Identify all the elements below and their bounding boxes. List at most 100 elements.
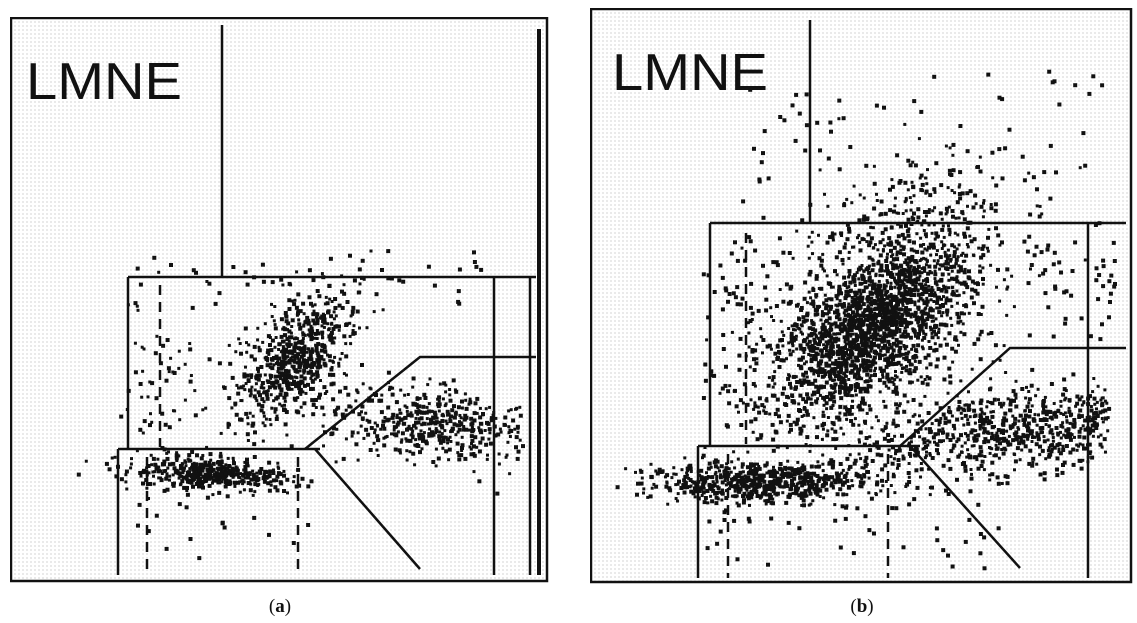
scatter-point — [813, 378, 818, 383]
scatter-point — [713, 491, 718, 496]
scatter-point — [868, 363, 872, 368]
scatter-point — [1082, 446, 1086, 451]
scatter-point — [746, 496, 751, 501]
scatter-point — [877, 337, 881, 341]
scatter-point — [718, 475, 723, 480]
scatter-point — [759, 479, 763, 483]
scatter-point — [234, 412, 239, 417]
scatter-point — [758, 482, 762, 486]
scatter-point — [718, 391, 722, 395]
scatter-point — [258, 393, 262, 398]
scatter-point — [948, 374, 953, 379]
scatter-point — [285, 384, 289, 388]
scatter-point — [475, 396, 480, 401]
scatter-point — [873, 291, 877, 295]
scatter-point — [277, 374, 282, 379]
scatter-point — [881, 336, 885, 340]
scatter-point — [233, 432, 237, 436]
scatter-point — [989, 386, 993, 390]
scatter-point — [1047, 446, 1051, 450]
scatter-point — [885, 319, 889, 322]
scatter-point — [744, 484, 748, 488]
scatter-point — [830, 421, 834, 424]
scatter-point — [823, 398, 827, 402]
scatter-point — [951, 434, 955, 438]
scatter-point — [963, 312, 966, 316]
scatter-point — [729, 481, 733, 485]
scatter-point — [411, 451, 416, 456]
scatter-point — [276, 461, 280, 465]
scatter-point — [807, 272, 812, 277]
scatter-point — [716, 486, 721, 491]
scatter-point — [730, 330, 734, 334]
scatter-point — [648, 494, 653, 499]
scatter-point — [331, 360, 335, 364]
scatter-point — [806, 482, 810, 486]
scatter-point — [333, 355, 337, 359]
scatter-point — [201, 485, 205, 490]
scatter-point — [839, 363, 844, 368]
scatter-point — [833, 310, 837, 315]
scatter-point — [927, 314, 932, 319]
scatter-point — [269, 376, 273, 380]
scatter-point — [922, 335, 927, 340]
scatter-point — [807, 353, 811, 356]
scatter-point — [881, 238, 885, 242]
scatter-point — [873, 332, 878, 337]
scatter-point — [902, 317, 907, 322]
scatter-point — [847, 250, 851, 254]
scatter-point — [199, 472, 203, 476]
scatter-point — [286, 321, 291, 326]
scatter-point — [161, 343, 166, 348]
scatter-point — [889, 301, 893, 306]
scatter-point — [175, 451, 179, 455]
scatter-point — [287, 298, 292, 303]
scatter-point — [828, 358, 832, 362]
scatter-point — [835, 273, 839, 277]
scatter-point — [384, 435, 388, 439]
scatter-point — [851, 332, 855, 336]
scatter-point — [244, 365, 247, 369]
scatter-point — [392, 420, 396, 424]
scatter-point — [812, 337, 817, 342]
scatter-point — [791, 256, 795, 260]
scatter-point — [928, 440, 932, 444]
scatter-point — [251, 421, 256, 426]
scatter-point — [451, 378, 456, 383]
scatter-point — [874, 415, 878, 419]
scatter-point — [400, 431, 405, 436]
scatter-point — [830, 231, 834, 235]
scatter-point — [337, 303, 342, 308]
scatter-point — [792, 328, 795, 332]
scatter-point — [847, 467, 851, 471]
scatter-point — [748, 365, 752, 369]
scatter-point — [253, 490, 257, 494]
scatter-point — [827, 351, 832, 355]
scatter-point — [191, 484, 195, 489]
scatter-point — [267, 460, 272, 465]
scatter-point — [828, 327, 833, 332]
scatter-point — [264, 392, 269, 397]
scatter-point — [797, 402, 801, 406]
scatter-point — [261, 421, 265, 425]
scatter-point — [768, 412, 772, 416]
scatter-point — [849, 394, 853, 398]
scatter-point — [896, 463, 901, 468]
scatter-point — [881, 373, 885, 377]
scatter-point — [408, 450, 412, 454]
scatter-point — [986, 332, 990, 336]
scatter-point — [193, 389, 197, 393]
scatter-point — [886, 339, 891, 344]
scatter-point — [460, 406, 464, 410]
scatter-point — [921, 347, 925, 351]
scatter-point — [833, 374, 838, 378]
scatter-point — [965, 433, 970, 438]
scatter-point — [968, 189, 973, 194]
scatter-point — [924, 454, 928, 458]
scatter-point — [871, 300, 875, 304]
scatter-point — [858, 248, 863, 253]
scatter-point — [239, 351, 243, 356]
scatter-point — [152, 474, 155, 478]
scatter-point — [250, 423, 255, 428]
scatter-point — [832, 332, 836, 336]
